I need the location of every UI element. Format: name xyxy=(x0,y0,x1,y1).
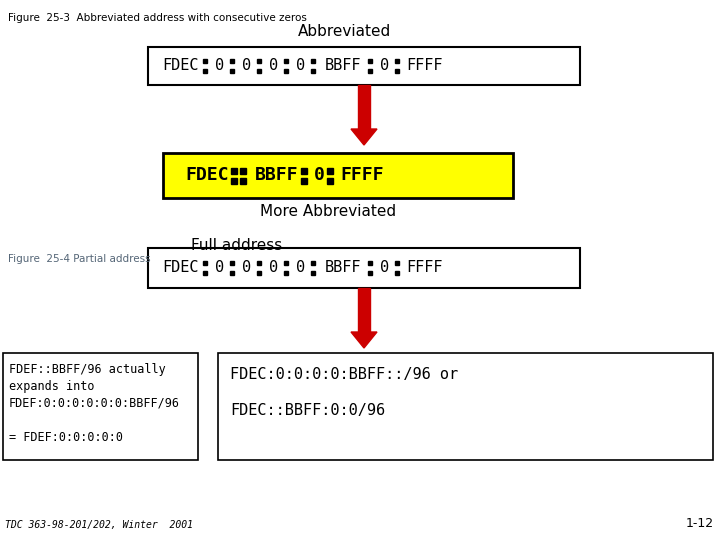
Text: TDC 363-98-201/202, Winter  2001: TDC 363-98-201/202, Winter 2001 xyxy=(5,520,193,530)
Text: FFFF: FFFF xyxy=(341,166,384,185)
Text: 0: 0 xyxy=(215,58,225,73)
Text: Full address: Full address xyxy=(192,238,283,253)
Text: 0: 0 xyxy=(314,166,325,185)
Bar xyxy=(148,47,580,85)
Bar xyxy=(218,353,713,460)
Polygon shape xyxy=(358,288,370,332)
Polygon shape xyxy=(351,129,377,145)
Text: 0: 0 xyxy=(243,58,251,73)
Text: FDEC: FDEC xyxy=(185,166,229,185)
Text: 0: 0 xyxy=(297,58,305,73)
Text: 0: 0 xyxy=(380,58,390,73)
Text: FDEC: FDEC xyxy=(162,58,198,73)
Text: BBFF: BBFF xyxy=(325,58,361,73)
Polygon shape xyxy=(351,332,377,348)
Text: FDEF:0:0:0:0:0:0:BBFF/96: FDEF:0:0:0:0:0:0:BBFF/96 xyxy=(9,397,180,410)
Text: 1-12: 1-12 xyxy=(686,517,714,530)
Text: 0: 0 xyxy=(269,260,279,275)
Text: Abbreviated: Abbreviated xyxy=(297,24,391,39)
Bar xyxy=(3,353,198,460)
Polygon shape xyxy=(358,85,370,129)
Text: FDEC:0:0:0:0:BBFF::/96 or: FDEC:0:0:0:0:BBFF::/96 or xyxy=(230,367,458,382)
Text: FFFF: FFFF xyxy=(407,260,444,275)
Text: FDEC: FDEC xyxy=(162,260,198,275)
Text: 0: 0 xyxy=(215,260,225,275)
Text: Figure  25-3  Abbreviated address with consecutive zeros: Figure 25-3 Abbreviated address with con… xyxy=(8,13,307,23)
Text: expands into: expands into xyxy=(9,380,94,393)
Bar xyxy=(148,248,580,288)
Text: 0: 0 xyxy=(243,260,251,275)
Text: More Abbreviated: More Abbreviated xyxy=(260,204,396,219)
Text: FFFF: FFFF xyxy=(407,58,444,73)
Text: BBFF: BBFF xyxy=(256,166,299,185)
Text: 0: 0 xyxy=(380,260,390,275)
Bar xyxy=(163,153,513,198)
Text: Figure  25-4 Partial address: Figure 25-4 Partial address xyxy=(8,254,150,264)
Text: 0: 0 xyxy=(297,260,305,275)
Text: BBFF: BBFF xyxy=(325,260,361,275)
Text: FDEC::BBFF:0:0/96: FDEC::BBFF:0:0/96 xyxy=(230,403,385,418)
Text: FDEF::BBFF/96 actually: FDEF::BBFF/96 actually xyxy=(9,363,166,376)
Text: = FDEF:0:0:0:0:0: = FDEF:0:0:0:0:0 xyxy=(9,431,123,444)
Text: 0: 0 xyxy=(269,58,279,73)
